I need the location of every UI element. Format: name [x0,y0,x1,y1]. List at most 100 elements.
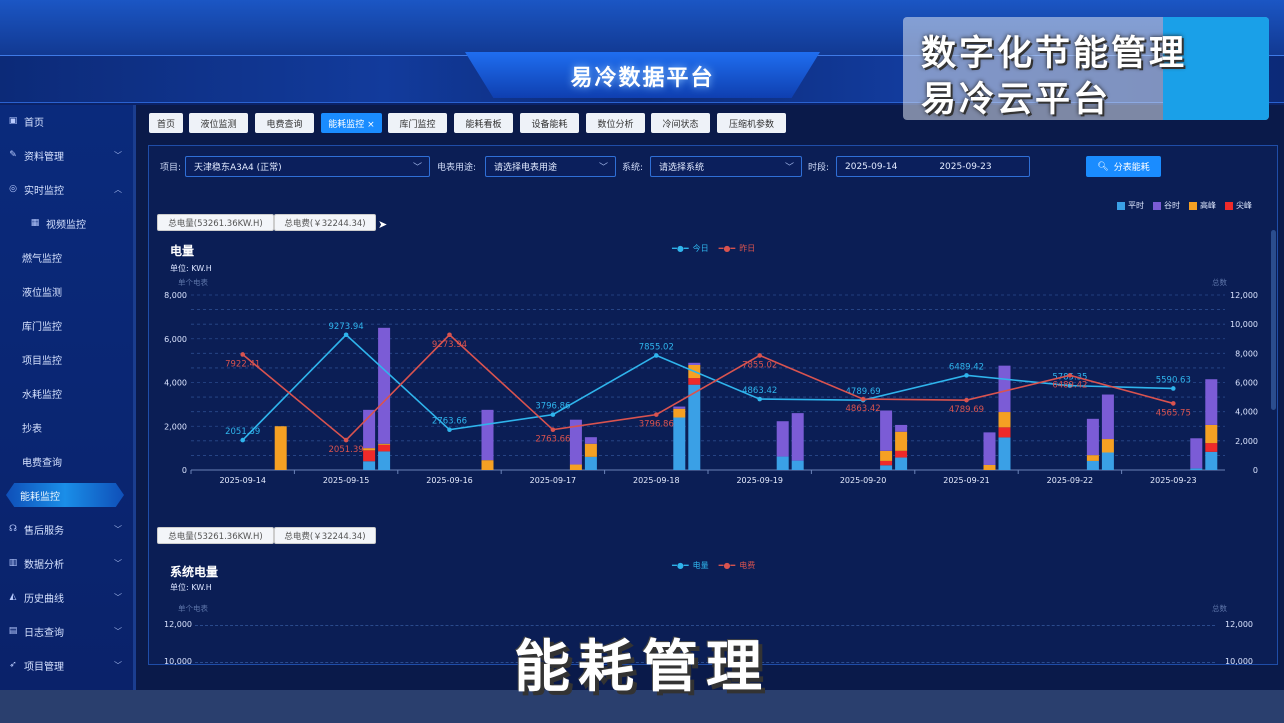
line-point [550,427,556,432]
chevron-down-icon: ﹀ [114,524,122,534]
date-range-input[interactable]: 2025-09-14 2025-09-23 [836,156,1030,177]
line-point [1067,373,1073,378]
sidebar-item[interactable]: 库门监控 [0,313,136,337]
legend-power[interactable]: 电量 [692,561,709,570]
tab[interactable]: 库门监控 [388,113,447,133]
data-label: 2763.66 [432,417,467,427]
bar-chart-icon: ▥ [8,558,18,568]
tab[interactable]: 电费查询 [255,113,314,133]
sidebar-item[interactable]: ▣ 首页 [0,109,136,133]
data-label: 4789.69 [949,405,984,415]
bar-segment-高峰 [274,426,287,470]
legend-item[interactable]: 尖峰 [1236,201,1252,210]
chart-unit: 单位: KW.H [170,264,212,273]
line-昨日 [242,333,1174,442]
sidebar-item[interactable]: 电费查询 [0,449,136,473]
sidebar-item[interactable]: 水耗监控 [0,381,136,405]
bar-segment-高峰 [895,431,908,451]
bar-segment-谷时 [378,327,391,444]
home-icon: ▣ [8,116,18,126]
date-start[interactable]: 2025-09-14 [845,161,898,172]
sidebar-item-label: 抄表 [22,423,42,435]
sidebar-item[interactable]: 液位监测 [0,279,136,303]
meter-select[interactable]: 请选择电表用途 ﹀ [485,156,616,177]
search-icon: 🔍︎ [1097,161,1109,172]
sidebar-item-label: 实时监控 [24,185,64,197]
sidebar-item[interactable]: ➶ 项目管理 ﹀ [0,653,136,677]
tab[interactable]: 首页 [149,113,183,133]
scrollbar[interactable] [1271,230,1276,410]
sidebar-item[interactable]: ✎ 资料管理 ﹀ [0,143,136,167]
system-total-power-button[interactable]: 总电量(53261.36KW.H) [157,527,274,544]
line-point [447,332,452,338]
sidebar-item[interactable]: 抄表 [0,415,136,439]
chart-title: 电量 [170,244,195,258]
bar-segment-平时 [363,461,376,470]
title-plate [465,52,820,98]
bar-segment-谷时 [481,409,494,461]
sidebar-item[interactable]: ◭ 历史曲线 ﹀ [0,585,136,609]
chevron-down-icon: ﹀ [784,163,794,173]
legend-yesterday[interactable]: 昨日 [739,244,756,253]
x-tick-label: 2025-09-15 [323,476,370,485]
sidebar-item[interactable]: ▤ 日志查询 ﹀ [0,619,136,643]
tab[interactable]: 压缩机参数 [717,113,786,133]
line-point [240,437,245,443]
sidebar-item-label: 能耗监控 [20,491,60,503]
sidebar-item[interactable]: ◎ 实时监控 ︿ [0,177,136,201]
bar-segment-尖峰 [998,427,1011,438]
bar-segment-谷时 [584,437,597,444]
chevron-down-icon: ﹀ [114,592,122,602]
bar-segment-谷时 [983,432,996,465]
bar-segment-谷时 [998,365,1011,413]
legend-item[interactable]: 高峰 [1200,201,1216,210]
line-point [447,427,452,432]
bar-segment-尖峰 [378,444,391,452]
system-y2-tick: 10,000 [1225,657,1253,666]
sidebar-item[interactable]: 项目监控 [0,347,136,371]
legend-cost[interactable]: 电费 [739,561,756,570]
meter-placeholder: 请选择电表用途 [494,163,558,173]
date-end[interactable]: 2025-09-23 [939,161,992,172]
system-total-cost-button[interactable]: 总电费(￥32244.34) [274,527,376,544]
legend-item[interactable]: 谷时 [1164,201,1180,210]
legend-item[interactable]: 平时 [1128,201,1144,210]
legend-swatch [1225,201,1233,210]
sidebar-item[interactable]: ☊ 售后服务 ﹀ [0,517,136,541]
legend-today[interactable]: 今日 [692,244,709,253]
total-power-button[interactable]: 总电量(53261.36KW.H) [157,214,274,231]
system-left-axis-name: 单个电表 [178,604,208,613]
bar-segment-高峰 [584,443,597,457]
sidebar-item[interactable]: 能耗监控 [6,483,124,507]
sidebar-item[interactable]: 燃气监控 [0,245,136,269]
video-caption: 能耗管理 [514,635,770,700]
sidebar-item-label: 日志查询 [24,627,64,639]
tab[interactable]: 液位监测 [189,113,248,133]
line-point [860,396,866,402]
tab[interactable]: 能耗看板 [454,113,513,133]
sidebar-item[interactable]: ▥ 数据分析 ﹀ [0,551,136,575]
tab[interactable]: 数位分析 [586,113,645,133]
y-tick-label: 2,000 [164,422,187,431]
bar-segment-谷时 [1205,379,1218,425]
total-cost-button[interactable]: 总电费(￥32244.34) [274,214,376,231]
tab[interactable]: 能耗监控 × [321,113,382,133]
y2-tick-label: 0 [1253,466,1258,475]
tab[interactable]: 设备能耗 [520,113,579,133]
system-select[interactable]: 请选择系统 ﹀ [650,156,802,177]
promo-overlay: 数字化节能管理 易冷云平台 [903,17,1269,120]
line-point [964,373,969,378]
legend-marker: ━●━ [718,561,736,570]
overlay-accent [1163,17,1269,120]
project-select[interactable]: 天津稳东A3A4 (正常) ﹀ [185,156,430,177]
query-button[interactable]: 🔍︎ 分表能耗 [1086,156,1161,177]
y2-tick-label: 6,000 [1235,379,1258,388]
tab[interactable]: 冷间状态 [651,113,710,133]
chevron-down-icon: ﹀ [598,163,608,173]
bar-segment-平时 [1086,460,1099,470]
sidebar-item-label: 视频监控 [46,219,86,231]
bar-segment-高峰 [1205,424,1218,444]
bar-segment-谷时 [1190,438,1203,469]
sidebar-item[interactable]: ▦ 视频监控 [0,211,136,235]
sidebar-item-label: 液位监测 [22,287,62,299]
